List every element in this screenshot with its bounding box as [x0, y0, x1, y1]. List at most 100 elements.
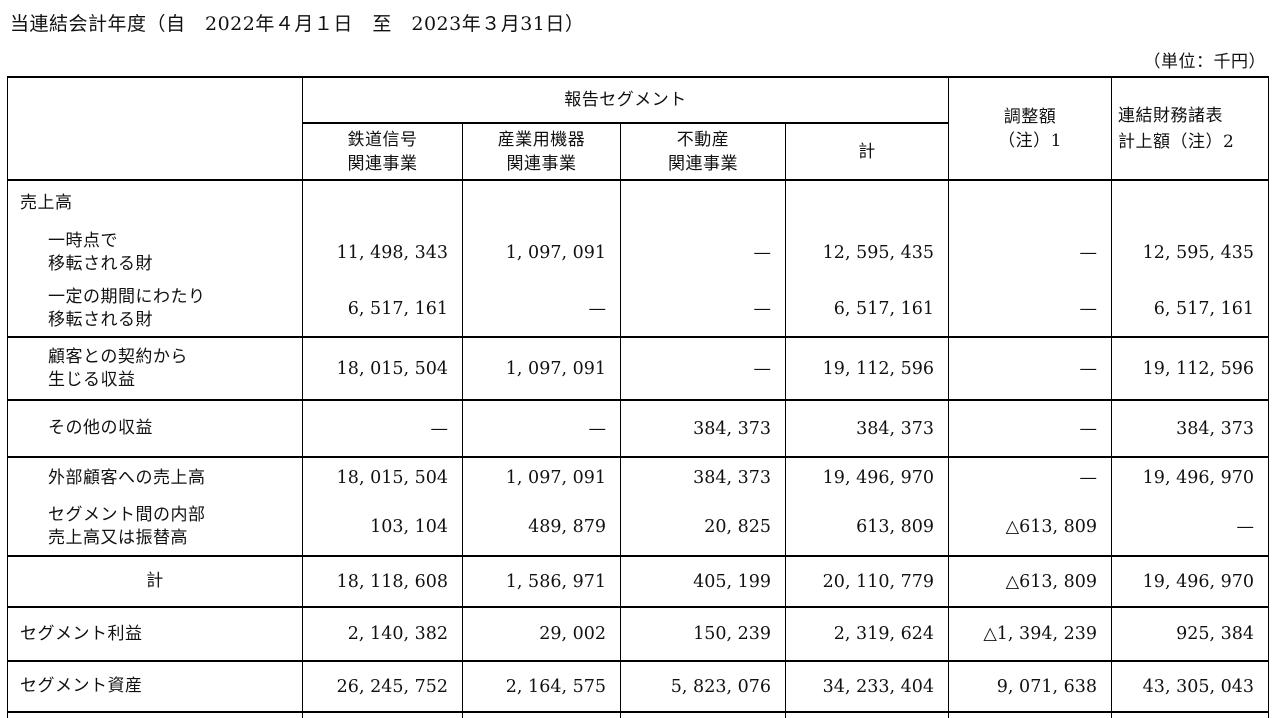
value-cell: 6, 517, 161	[1153, 298, 1254, 319]
unit-label: （単位：千円）	[1143, 52, 1266, 72]
value-cell: △1, 394, 239	[948, 606, 1112, 662]
header-col-railway-signal: 鉄道信号 関連事業	[302, 122, 463, 181]
value-cell: —	[588, 298, 607, 319]
value-cell: — —	[948, 179, 1112, 338]
header-corner-cell	[7, 76, 303, 181]
header-consolidated-total: 連結財務諸表 計上額（注）2	[1111, 76, 1269, 181]
period-title: 当連結会計年度（自 2022年４月１日 至 2023年３月31日）	[10, 13, 585, 35]
value-cell: 384, 373	[620, 399, 786, 458]
value-cell: 1, 097, 091	[505, 243, 606, 263]
value-cell: —	[948, 399, 1112, 458]
row-label-sales: 売上高	[20, 192, 73, 213]
value-cell: —	[462, 399, 621, 458]
value-cell: 150, 239	[620, 606, 786, 662]
row-label-other-revenue: その他の収益	[7, 399, 303, 458]
row-label-point-in-time: 一時点で 移転される財	[48, 231, 153, 274]
row-contract-revenue: 顧客との契約から 生じる収益 18, 015, 504 1, 097, 091 …	[7, 336, 1269, 401]
value-cell: 43, 305, 043	[1111, 660, 1269, 713]
value-cell: —	[753, 243, 772, 263]
row-label-segment-assets: セグメント資産	[7, 660, 303, 713]
value-cell: 2, 164, 575	[462, 660, 621, 713]
row-label-total: 計	[7, 555, 303, 608]
header-col-real-estate: 不動産 関連事業	[620, 122, 786, 181]
value-cell: △613, 809	[948, 555, 1112, 608]
external-label-cell: 外部顧客への売上高 セグメント間の内部 売上高又は振替高	[7, 456, 303, 557]
value-cell: —	[1079, 298, 1098, 319]
value-cell: 18, 118, 608	[302, 555, 463, 608]
header-col-industrial-equipment: 産業用機器 関連事業	[462, 122, 621, 181]
value-cell: —	[620, 336, 786, 401]
clipped-cell	[620, 711, 786, 718]
value-cell: 12, 595, 435	[822, 243, 934, 263]
clipped-cell	[948, 711, 1112, 718]
row-label-over-time: 一定の期間にわたり 移転される財	[48, 286, 206, 330]
value-cell: 18, 015, 504	[336, 468, 448, 488]
value-cell: 925, 384	[1111, 606, 1269, 662]
row-label-external-sales: 外部顧客への売上高	[48, 467, 206, 488]
value-cell: 18, 015, 504	[302, 336, 463, 401]
value-cell: 11, 498, 343	[336, 243, 448, 263]
row-label-contract-revenue: 顧客との契約から 生じる収益	[7, 336, 303, 401]
row-label-intersegment: セグメント間の内部 売上高又は振替高	[48, 504, 206, 548]
value-cell: 384, 373	[1111, 399, 1269, 458]
value-cell: 29, 002	[462, 606, 621, 662]
clipped-cell	[785, 711, 949, 718]
row-group-external-intersegment: 外部顧客への売上高 セグメント間の内部 売上高又は振替高 18, 015, 50…	[7, 456, 1269, 557]
value-cell: 489, 879	[528, 516, 606, 537]
row-clipped	[7, 711, 1269, 718]
value-cell: 19, 496, 970 —	[1111, 456, 1269, 557]
sales-label-cell: 売上高 一時点で 移転される財 一定の期間にわたり 移転される財	[7, 179, 303, 338]
header-row-1: 報告セグメント 調整額 （注）1 連結財務諸表 計上額（注）2	[7, 76, 1269, 181]
header-adjustments: 調整額 （注）1	[948, 76, 1112, 181]
value-cell: 5, 823, 076	[620, 660, 786, 713]
value-cell: 12, 595, 435 6, 517, 161	[785, 179, 949, 338]
value-cell: 19, 496, 970	[1111, 555, 1269, 608]
header-col-segment-total: 計	[785, 122, 949, 181]
value-cell: 12, 595, 435	[1142, 243, 1254, 263]
value-cell: △613, 809	[1005, 516, 1097, 537]
value-cell: 18, 015, 504 103, 104	[302, 456, 463, 557]
row-segment-profit: セグメント利益 2, 140, 382 29, 002 150, 239 2, …	[7, 606, 1269, 662]
value-cell: 1, 586, 971	[462, 555, 621, 608]
value-cell: 405, 199	[620, 555, 786, 608]
header-report-segment: 報告セグメント	[302, 76, 949, 124]
value-cell: 1, 097, 091	[505, 468, 606, 488]
clipped-cell	[7, 711, 303, 718]
row-group-sales: 売上高 一時点で 移転される財 一定の期間にわたり 移転される財 11, 498…	[7, 179, 1269, 338]
value-cell: 20, 825	[704, 516, 771, 537]
value-cell: —	[1236, 516, 1255, 537]
value-cell: 2, 140, 382	[302, 606, 463, 662]
value-cell: 11, 498, 343 6, 517, 161	[302, 179, 463, 338]
value-cell: 384, 373	[693, 468, 771, 488]
row-label-segment-profit: セグメント利益	[7, 606, 303, 662]
value-cell: 19, 496, 970 613, 809	[785, 456, 949, 557]
value-cell: — —	[620, 179, 786, 338]
row-other-revenue: その他の収益 — — 384, 373 384, 373 — 384, 373	[7, 399, 1269, 458]
value-cell: 103, 104	[370, 516, 448, 537]
row-total: 計 18, 118, 608 1, 586, 971 405, 199 20, …	[7, 555, 1269, 608]
value-cell: 2, 319, 624	[785, 606, 949, 662]
value-cell: 19, 112, 596	[785, 336, 949, 401]
value-cell: — △613, 809	[948, 456, 1112, 557]
clipped-cell	[302, 711, 463, 718]
value-cell: —	[302, 399, 463, 458]
value-cell: 613, 809	[856, 516, 934, 537]
value-cell: 9, 071, 638	[948, 660, 1112, 713]
value-cell: 26, 245, 752	[302, 660, 463, 713]
clipped-cell	[462, 711, 621, 718]
value-cell: —	[1079, 468, 1098, 488]
value-cell: 384, 373 20, 825	[620, 456, 786, 557]
value-cell: 19, 112, 596	[1111, 336, 1269, 401]
value-cell: 12, 595, 435 6, 517, 161	[1111, 179, 1269, 338]
header-row-2: 鉄道信号 関連事業 産業用機器 関連事業 不動産 関連事業 計	[8, 122, 1269, 181]
value-cell: 19, 496, 970	[822, 468, 934, 488]
value-cell: —	[1079, 243, 1098, 263]
value-cell: —	[948, 336, 1112, 401]
value-cell: 20, 110, 779	[785, 555, 949, 608]
value-cell: 1, 097, 091	[462, 336, 621, 401]
value-cell: 6, 517, 161	[347, 298, 448, 319]
value-cell: 19, 496, 970	[1142, 468, 1254, 488]
row-segment-assets: セグメント資産 26, 245, 752 2, 164, 575 5, 823,…	[7, 660, 1269, 713]
value-cell: 384, 373	[785, 399, 949, 458]
